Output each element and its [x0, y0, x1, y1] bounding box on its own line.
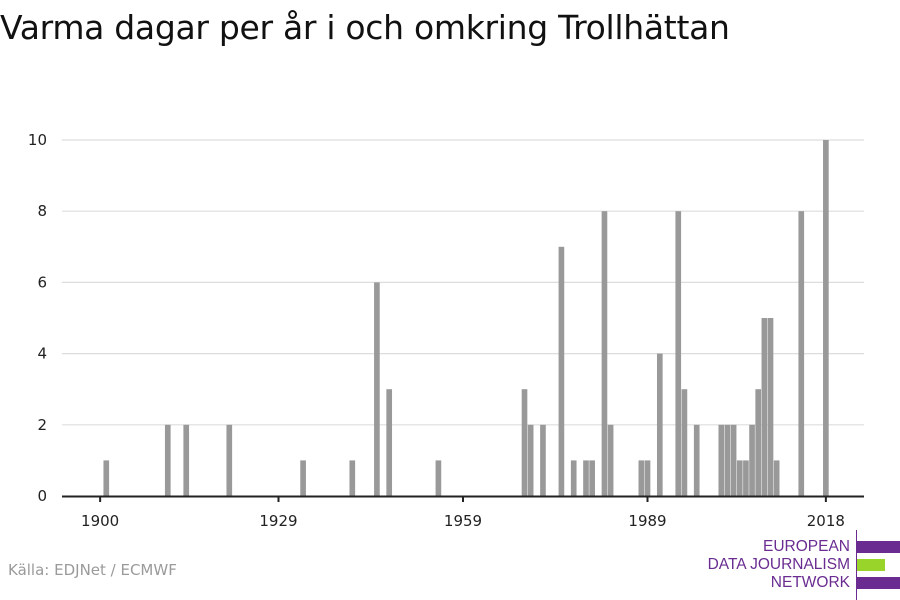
y-tick-label: 0 — [37, 487, 47, 505]
bar-1979 — [583, 460, 589, 496]
bars — [103, 140, 829, 496]
bar-1911 — [164, 424, 171, 496]
bar-1991 — [656, 353, 663, 496]
logo-text-line-1: EUROPEAN — [763, 538, 850, 555]
logo-bar-middle — [857, 559, 885, 571]
bar-1982 — [601, 211, 608, 496]
logo-bar-bottom — [857, 577, 900, 589]
bar-1914 — [183, 424, 190, 496]
x-tick-label: 1989 — [628, 512, 666, 530]
chart-title: Varma dagar per år i och omkring Trollhä… — [0, 8, 730, 47]
bar-2018 — [823, 140, 829, 496]
bar-2003 — [730, 424, 737, 496]
bar-1970 — [527, 424, 534, 496]
bar-1955 — [435, 460, 442, 496]
bar-1989 — [644, 460, 651, 496]
bar-1977 — [570, 460, 577, 496]
bar-1975 — [558, 246, 565, 496]
bar-1994 — [675, 211, 682, 496]
bar-1945 — [374, 282, 380, 496]
bar-1980 — [589, 460, 595, 496]
bar-1983 — [607, 424, 614, 496]
bar-1947 — [386, 389, 393, 496]
bar-2010 — [773, 460, 780, 496]
logo-text-line-3: NETWORK — [770, 574, 850, 591]
bar-1972 — [540, 424, 546, 496]
y-tick-label: 10 — [28, 131, 47, 149]
bar-1921 — [226, 424, 233, 496]
logo-divider — [856, 530, 857, 600]
bar-1995 — [681, 389, 688, 496]
bar-1969 — [521, 389, 528, 496]
bar-1988 — [638, 460, 645, 496]
y-tick-label: 2 — [37, 416, 47, 434]
y-tick-label: 8 — [37, 202, 47, 220]
x-tick-label: 1900 — [81, 512, 119, 530]
bar-1933 — [300, 460, 306, 496]
bar-2005 — [743, 460, 749, 496]
gridlines — [62, 139, 864, 426]
logo-bar-top — [857, 541, 900, 553]
y-axis: 0 2 4 6 8 10 — [28, 131, 47, 505]
bar-2007 — [755, 389, 762, 496]
bar-1941 — [349, 460, 356, 496]
bar-2002 — [724, 424, 731, 496]
y-tick-label: 4 — [37, 345, 47, 363]
logo-text-line-2: DATA JOURNALISM — [707, 556, 850, 573]
y-tick-label: 6 — [37, 273, 47, 291]
source-note: Källa: EDJNet / ECMWF — [8, 561, 177, 579]
bar-1997 — [693, 424, 700, 496]
x-axis: 1900 1929 1959 1989 2018 — [62, 495, 864, 530]
x-tick-label: 2018 — [807, 512, 845, 530]
bar-2014 — [798, 211, 805, 496]
x-tick-label: 1959 — [444, 512, 482, 530]
bar-2004 — [736, 460, 743, 496]
bar-2009 — [767, 318, 774, 496]
x-tick-label: 1929 — [259, 512, 297, 530]
bar-2008 — [761, 318, 768, 496]
bar-1901 — [103, 460, 110, 496]
bar-2001 — [718, 424, 725, 496]
bar-2006 — [749, 424, 755, 496]
